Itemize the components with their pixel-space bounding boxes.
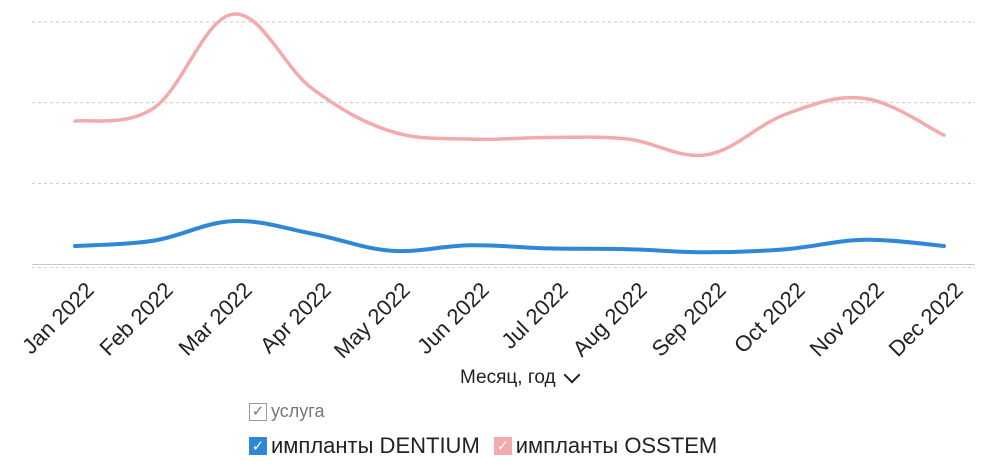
x-tick-label: Oct 2022 <box>729 277 810 358</box>
legend-item-osstem[interactable]: ✓ импланты OSSTEM <box>493 433 718 459</box>
chevron-down-icon <box>563 366 581 384</box>
legend: ✓ импланты DENTIUM ✓ импланты OSSTEM <box>249 433 731 459</box>
legend-label-dentium: импланты DENTIUM <box>271 433 480 458</box>
legend-item-dentium[interactable]: ✓ импланты DENTIUM <box>249 433 480 459</box>
x-tick-label: Nov 2022 <box>805 277 889 360</box>
series-line-1 <box>73 12 946 158</box>
checkbox-icon: ✓ <box>249 402 267 421</box>
legend-label-osstem: импланты OSSTEM <box>515 433 718 458</box>
x-tick-label: Mar 2022 <box>173 277 256 360</box>
x-tick-label: Jun 2022 <box>412 277 494 359</box>
x-axis-title-dropdown[interactable]: Месяц, год <box>460 366 581 389</box>
x-tick-label: Feb 2022 <box>94 277 177 360</box>
legend-group-toggle[interactable]: ✓ услуга <box>249 401 324 422</box>
x-tick-label: Apr 2022 <box>255 277 336 358</box>
checkbox-icon: ✓ <box>493 437 512 455</box>
x-tick-label: May 2022 <box>329 277 415 360</box>
series-line-0 <box>73 218 946 255</box>
x-axis-title: Месяц, год <box>460 367 556 388</box>
x-tick-label: Sep 2022 <box>647 277 731 360</box>
x-tick-label: Aug 2022 <box>568 277 652 360</box>
legend-group-label: услуга <box>271 401 325 421</box>
checkbox-icon: ✓ <box>249 437 267 455</box>
chart-area: Jan 2022 Feb 2022 Mar 2022 Apr 2022 May 2022… <box>17 12 975 360</box>
x-tick-label: Dec 2022 <box>884 277 968 360</box>
x-tick-label: Jul 2022 <box>496 277 573 354</box>
legend-group: ✓ услуга <box>249 401 338 422</box>
x-tick-label: Jan 2022 <box>17 277 99 359</box>
